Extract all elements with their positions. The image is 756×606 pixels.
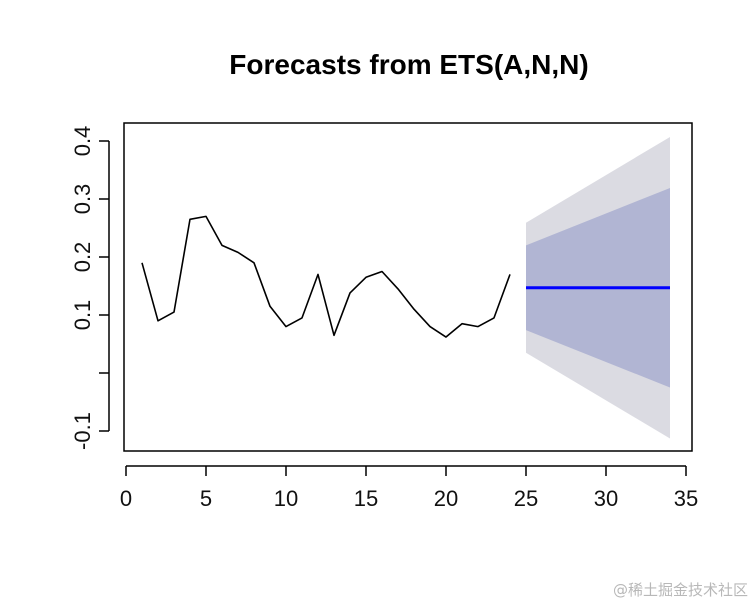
plot-frame — [123, 122, 693, 452]
x-tick-label: 15 — [354, 486, 378, 511]
observed-series-line — [141, 215, 511, 338]
x-tick-label: 25 — [514, 486, 538, 511]
y-tick-label: 0.3 — [70, 184, 95, 215]
y-tick-label: 0.1 — [70, 300, 95, 331]
y-axis: -0.1 0.1 0.2 0.3 0.4 — [70, 126, 110, 450]
watermark: @稀土掘金技术社区 — [612, 581, 748, 599]
x-tick-label: 0 — [120, 486, 132, 511]
x-tick-label: 10 — [274, 486, 298, 511]
chart-title: Forecasts from ETS(A,N,N) — [229, 49, 588, 80]
x-tick-label: 20 — [434, 486, 458, 511]
x-tick-label: 30 — [594, 486, 618, 511]
x-axis: 0 5 10 15 20 25 30 35 — [120, 465, 698, 511]
y-tick-label: -0.1 — [70, 412, 95, 450]
y-tick-label: 0.2 — [70, 242, 95, 273]
x-tick-label: 5 — [200, 486, 212, 511]
y-tick-label: 0.4 — [70, 126, 95, 157]
series-lines — [141, 215, 670, 338]
x-tick-label: 35 — [674, 486, 698, 511]
